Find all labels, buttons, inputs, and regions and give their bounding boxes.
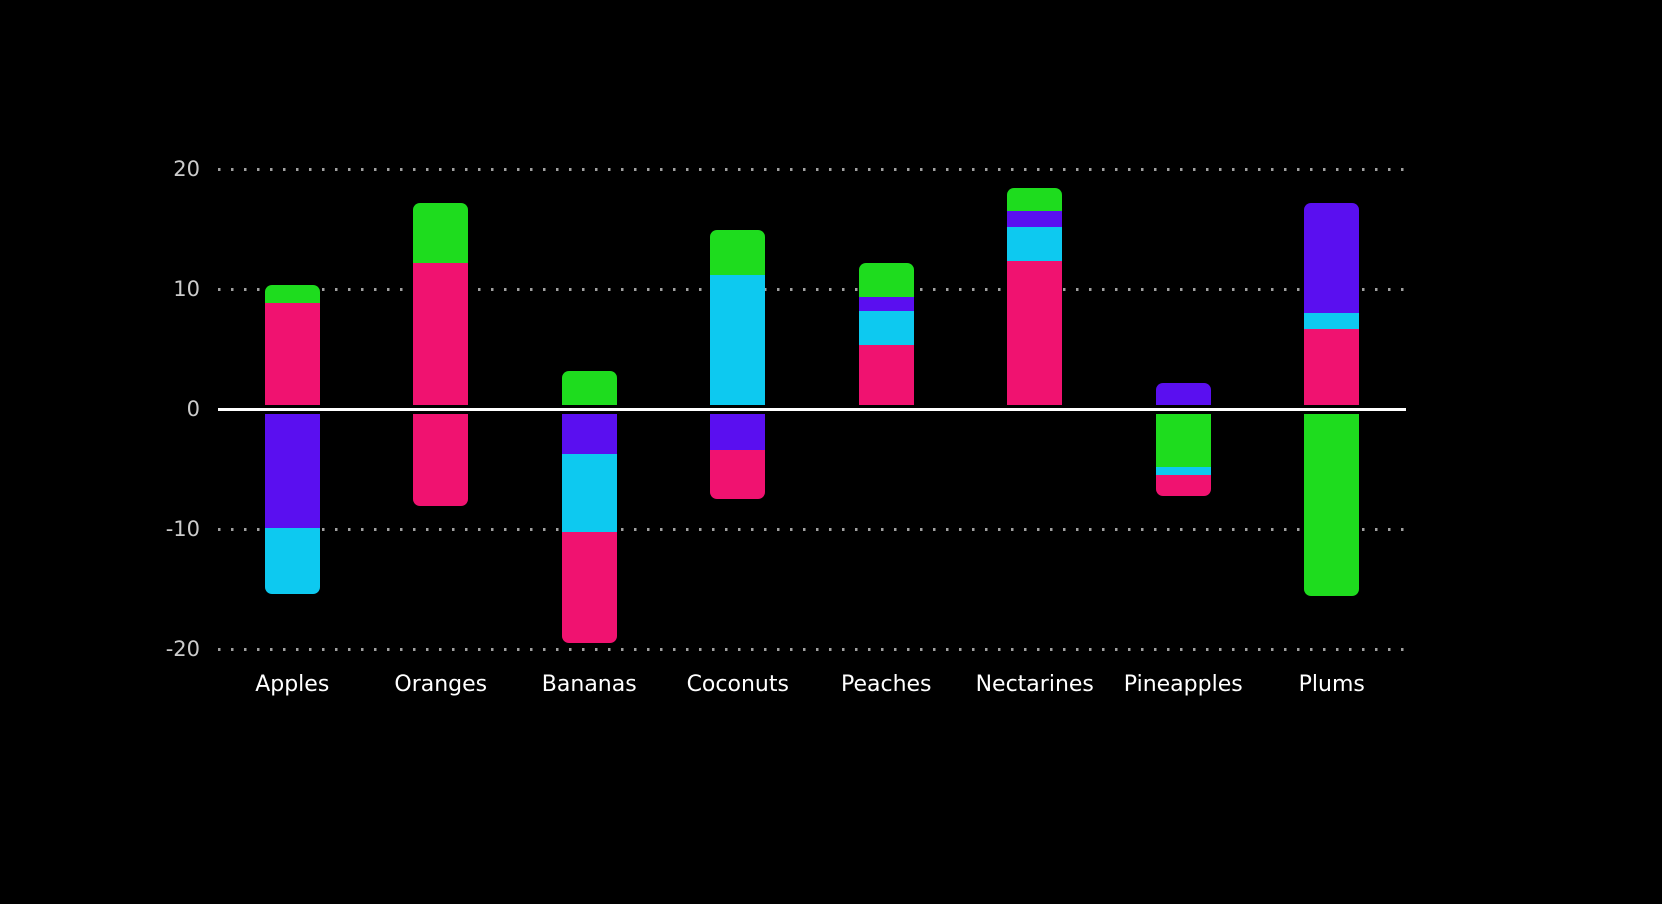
y-tick-label: -20 bbox=[165, 637, 200, 661]
y-tick-label: 0 bbox=[186, 397, 200, 421]
x-category-label: Nectarines bbox=[975, 672, 1094, 697]
bar-segment-pink bbox=[413, 414, 469, 507]
bar-segment-purple bbox=[264, 414, 320, 528]
negative-stack-pineapples bbox=[1155, 414, 1211, 496]
positive-stack-peaches bbox=[858, 263, 914, 405]
bar-segment-pink bbox=[561, 531, 617, 644]
bar-segment-cyan bbox=[561, 453, 617, 532]
negative-stack-coconuts bbox=[710, 414, 766, 500]
positive-stack-apples bbox=[264, 285, 320, 405]
plot-area bbox=[218, 168, 1406, 651]
positive-stack-oranges bbox=[413, 203, 469, 405]
x-category-label: Oranges bbox=[394, 672, 488, 697]
y-tick-label: -10 bbox=[165, 517, 200, 541]
gridline-dotted bbox=[218, 648, 1406, 651]
x-category-label: Coconuts bbox=[686, 672, 789, 697]
positive-stack-coconuts bbox=[710, 229, 766, 405]
bar-segment-purple bbox=[858, 296, 914, 312]
bar-segment-green bbox=[561, 371, 617, 405]
negative-stack-apples bbox=[264, 414, 320, 594]
bar-segment-green bbox=[858, 263, 914, 297]
bar-segment-purple bbox=[1155, 383, 1211, 405]
bar-segment-green bbox=[1007, 187, 1063, 211]
x-category-label: Pineapples bbox=[1123, 672, 1243, 697]
y-axis-tick-labels: 20 10 0 -10 -20 bbox=[110, 157, 200, 661]
bar-segment-green bbox=[1304, 414, 1360, 597]
gridline-dotted bbox=[218, 168, 1406, 171]
bar-segment-cyan bbox=[858, 311, 914, 345]
bar-segment-pink bbox=[710, 450, 766, 500]
bar-segment-green bbox=[1155, 414, 1211, 467]
gridline-dotted bbox=[218, 288, 1406, 291]
bar-segment-cyan bbox=[710, 275, 766, 405]
bar-segment-pink bbox=[413, 263, 469, 405]
bar-segment-green bbox=[264, 285, 320, 303]
x-axis-category-labels: Apples Oranges Bananas Coconuts Peaches Necta… bbox=[218, 672, 1406, 698]
bar-segment-green bbox=[710, 229, 766, 276]
x-category-label: Peaches bbox=[840, 672, 932, 697]
bar-segment-pink bbox=[264, 303, 320, 405]
y-tick-label: 10 bbox=[173, 277, 200, 301]
positive-stack-pineapples bbox=[1155, 383, 1211, 405]
bar-segment-cyan bbox=[1304, 312, 1360, 330]
bar-segment-green bbox=[413, 203, 469, 264]
bar-segment-cyan bbox=[1007, 227, 1063, 261]
x-category-label: Bananas bbox=[541, 672, 637, 697]
zero-axis-line bbox=[218, 407, 1406, 411]
positive-stack-nectarines bbox=[1007, 187, 1063, 405]
positive-stack-plums bbox=[1304, 203, 1360, 405]
positive-stack-bananas bbox=[561, 371, 617, 405]
gridline-dotted bbox=[218, 528, 1406, 531]
bar-segment-purple bbox=[1304, 203, 1360, 313]
bar-segment-pink bbox=[1304, 329, 1360, 405]
bar-segment-cyan bbox=[1155, 466, 1211, 476]
bar-segment-pink bbox=[858, 344, 914, 405]
bar-segment-purple bbox=[561, 414, 617, 454]
y-tick-label: 20 bbox=[173, 157, 200, 181]
bar-segment-pink bbox=[1155, 475, 1211, 496]
bar-segment-cyan bbox=[264, 528, 320, 594]
negative-stack-oranges bbox=[413, 414, 469, 507]
negative-stack-plums bbox=[1304, 414, 1360, 597]
negative-stack-bananas bbox=[561, 414, 617, 644]
x-category-label: Plums bbox=[1298, 672, 1365, 697]
bar-segment-purple bbox=[710, 414, 766, 450]
x-category-label: Apples bbox=[255, 672, 330, 697]
bar-segment-pink bbox=[1007, 260, 1063, 405]
bar-segment-purple bbox=[1007, 210, 1063, 228]
